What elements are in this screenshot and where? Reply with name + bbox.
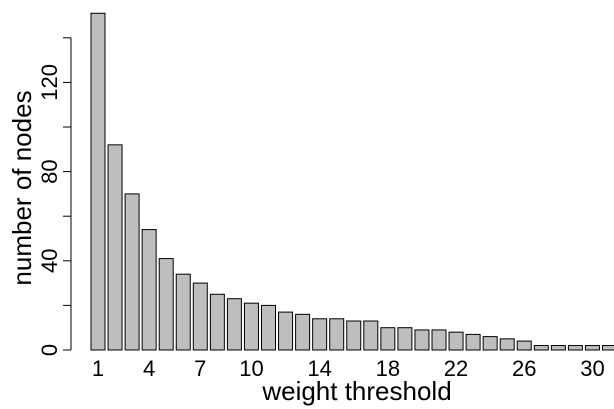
bar-5 xyxy=(158,258,174,351)
bar-9 xyxy=(226,298,242,351)
bar-13 xyxy=(295,313,311,351)
bar-31 xyxy=(602,345,614,351)
y-tick-label-40: 40 xyxy=(37,249,62,273)
y-axis: 0 40 80 120 xyxy=(37,37,72,356)
bar-15 xyxy=(329,318,345,351)
y-tick-label-120: 120 xyxy=(37,64,62,101)
bar-11 xyxy=(261,304,276,351)
bar-25 xyxy=(499,338,515,351)
bar-21 xyxy=(431,329,447,351)
bar-7 xyxy=(192,282,208,351)
x-tick-label-10: 10 xyxy=(239,356,263,381)
bar-20 xyxy=(414,329,430,351)
x-tick-label-14: 14 xyxy=(307,356,331,381)
x-tick-label-1: 1 xyxy=(92,356,104,381)
bar-29 xyxy=(567,345,583,351)
bar-26 xyxy=(516,340,532,351)
bar-16 xyxy=(346,320,362,351)
x-tick-label-7: 7 xyxy=(194,356,206,381)
y-axis-title: number of nodes xyxy=(7,90,37,285)
bar-10 xyxy=(243,302,259,351)
bar-14 xyxy=(312,318,328,351)
x-tick-label-30: 30 xyxy=(580,356,604,381)
bars-group xyxy=(90,12,614,351)
x-tick-labels: 1 4 7 10 14 18 22 26 30 xyxy=(92,356,605,381)
bar-12 xyxy=(278,311,294,351)
bar-23 xyxy=(465,333,481,351)
bar-1 xyxy=(90,12,106,351)
bar-30 xyxy=(584,345,600,351)
x-tick-label-18: 18 xyxy=(376,356,400,381)
x-tick-label-4: 4 xyxy=(143,356,155,381)
y-tick-label-80: 80 xyxy=(37,159,62,183)
bar-19 xyxy=(397,327,413,351)
x-tick-label-22: 22 xyxy=(444,356,468,381)
bar-18 xyxy=(380,327,396,351)
bar-28 xyxy=(550,345,566,351)
bar-17 xyxy=(363,320,379,351)
bar-22 xyxy=(448,331,464,351)
bar-6 xyxy=(175,273,191,351)
bar-2 xyxy=(107,144,123,351)
x-axis-title: weight threshold xyxy=(261,376,451,406)
bar-24 xyxy=(482,336,498,351)
bar-27 xyxy=(533,345,549,351)
x-tick-label-26: 26 xyxy=(512,356,536,381)
bar-3 xyxy=(124,193,140,351)
y-tick-label-0: 0 xyxy=(37,344,62,356)
bar-8 xyxy=(209,293,225,351)
bar-4 xyxy=(141,229,157,351)
